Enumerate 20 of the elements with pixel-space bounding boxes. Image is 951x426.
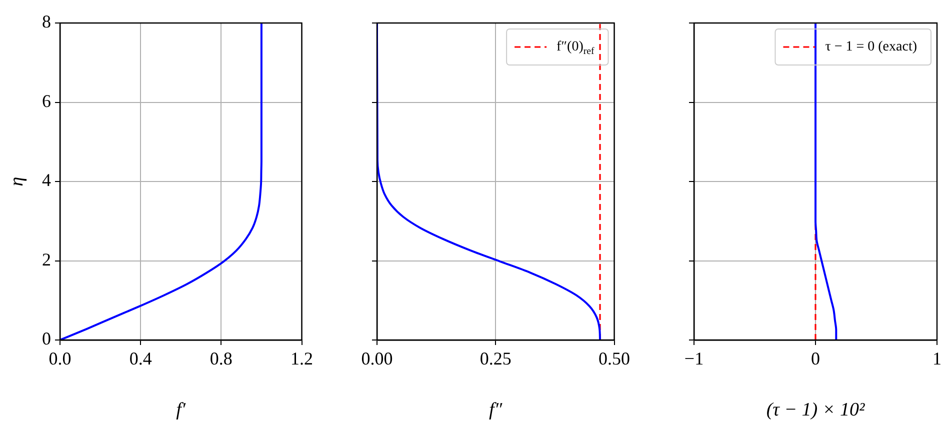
x-tick-label: 0 xyxy=(811,348,820,369)
x-axis-title: f″ xyxy=(489,400,504,421)
y-axis-title: η xyxy=(6,176,28,186)
x-tick-label: 1.2 xyxy=(290,348,313,369)
ref-line-label: τ − 1 = 0 (exact) xyxy=(825,40,918,55)
x-tick-label: 0.4 xyxy=(129,348,152,369)
x-tick-label: 1 xyxy=(932,348,942,369)
x-tick-label: 0.0 xyxy=(48,348,72,369)
x-axis-title: f′ xyxy=(176,400,186,421)
y-tick-label: 8 xyxy=(42,12,51,32)
y-tick-label: 2 xyxy=(42,249,51,270)
x-axis-title: (τ − 1) × 10² xyxy=(766,400,865,421)
y-tick-label: 6 xyxy=(42,90,51,111)
y-tick-label: 0 xyxy=(42,328,51,349)
y-tick-label: 4 xyxy=(42,170,51,190)
x-tick-label: 0.00 xyxy=(361,348,393,369)
x-tick-label: 0.25 xyxy=(480,348,512,369)
x-tick-label: 0.50 xyxy=(598,348,630,369)
x-tick-label: −1 xyxy=(684,348,704,369)
x-tick-label: 0.8 xyxy=(210,348,232,369)
